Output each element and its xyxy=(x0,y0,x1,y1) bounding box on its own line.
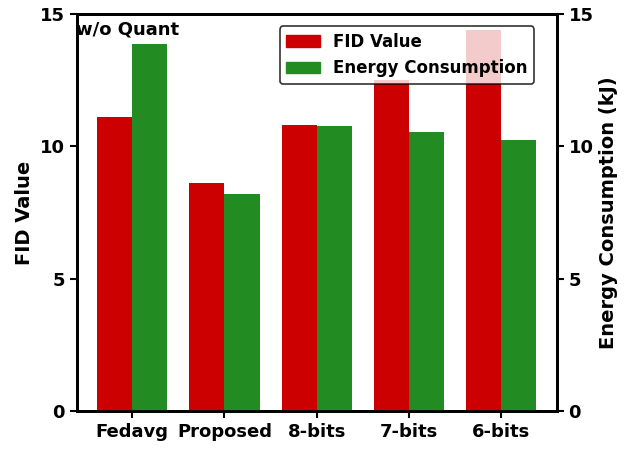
Bar xyxy=(467,30,501,411)
Y-axis label: FID Value: FID Value xyxy=(15,160,35,265)
Bar xyxy=(409,132,444,411)
Bar xyxy=(282,125,317,411)
Bar xyxy=(317,127,352,411)
Bar xyxy=(225,194,260,411)
Bar xyxy=(132,44,167,411)
Bar xyxy=(97,117,132,411)
Text: w/o Quant: w/o Quant xyxy=(76,21,179,39)
Bar xyxy=(189,184,225,411)
Bar xyxy=(374,80,409,411)
Bar xyxy=(501,140,536,411)
Y-axis label: Energy Consumption (kJ): Energy Consumption (kJ) xyxy=(599,76,618,349)
Legend: FID Value, Energy Consumption: FID Value, Energy Consumption xyxy=(280,26,534,84)
